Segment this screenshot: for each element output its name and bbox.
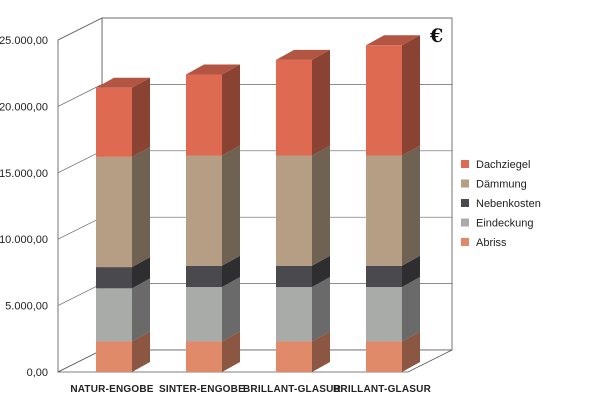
bar-top [186, 64, 240, 75]
bar-segment [186, 155, 222, 266]
legend-item: Eindeckung [461, 218, 534, 230]
y-tick-label: 0,00 [27, 367, 48, 379]
bar-segment-side [402, 145, 420, 266]
bar-segment [366, 341, 402, 372]
bar-segment [276, 265, 312, 288]
y-axis-tick-labels: 0,00 5.000,00 10.000,00 15.000,00 20.000,00 2… [0, 35, 48, 379]
bar-segment-side [222, 255, 240, 288]
bar-top [96, 77, 150, 88]
legend-label: Abriss [476, 237, 507, 249]
legend: Dachziegel Dämmung Nebenkosten Eindeckung Ab… [461, 159, 541, 249]
bar-segment [366, 45, 402, 156]
bar-segment-side [312, 277, 330, 342]
bar-segment-side [132, 257, 150, 289]
legend-swatch [461, 218, 469, 227]
y-tick-label: 25.000,00 [0, 35, 48, 47]
bar-segment-side [222, 331, 240, 372]
bar-segment-side [222, 277, 240, 342]
bar-segment [276, 287, 312, 342]
bar-top [366, 35, 420, 46]
bar-segment [186, 265, 222, 288]
side-wall [57, 17, 103, 373]
legend-swatch [461, 238, 469, 246]
bar-segment-side [402, 277, 420, 342]
gridline [57, 84, 452, 107]
bar-segment-side [132, 331, 150, 372]
bar-segment-side [222, 145, 240, 266]
y-tick-label: 20.000,00 [0, 101, 48, 113]
x-category-label: BRILLANT-GLASUR [333, 384, 432, 395]
bar-segment-side [312, 145, 330, 266]
bar-segment [186, 341, 222, 372]
gridline [57, 17, 452, 41]
legend-label: Dachziegel [476, 159, 530, 171]
legend-label: Eindeckung [476, 218, 534, 230]
bar-segment [96, 267, 132, 289]
bar-segment-side [222, 64, 240, 156]
x-category-label: NATUR-ENGOBE [70, 384, 153, 395]
legend-label: Nebenkosten [476, 198, 541, 210]
bar-segment-side [402, 35, 420, 156]
x-category-label: BRILLANT-GLASUR [243, 384, 342, 395]
bar-segment [96, 87, 132, 157]
bar-segment-side [132, 146, 150, 268]
y-tick-label: 10.000,00 [0, 234, 48, 246]
legend-item: Abriss [461, 237, 507, 249]
bar-segment-side [312, 331, 330, 372]
legend-item: Dachziegel [461, 159, 530, 171]
legend-swatch [461, 179, 469, 188]
bar-segment [96, 156, 132, 268]
x-axis-category-labels: NATUR-ENGOBE SINTER-ENGOBEBRILLANT-GLASUR… [70, 384, 431, 395]
bar-segment-side [402, 255, 420, 288]
bar-segment-side [312, 49, 330, 156]
bar-segment [96, 288, 132, 342]
bar-stack [366, 35, 420, 372]
legend-item: Nebenkosten [461, 198, 541, 210]
chart-bars [96, 35, 420, 372]
bar-segment [366, 265, 402, 288]
legend-item: Dämmung [461, 179, 527, 191]
bar-stack [276, 49, 330, 372]
bar-segment-side [132, 77, 150, 157]
legend-label: Dämmung [476, 179, 527, 191]
legend-swatch [461, 160, 469, 168]
bar-segment [186, 74, 222, 156]
bar-segment [276, 341, 312, 372]
y-tick-label: 15.000,00 [0, 168, 48, 180]
bar-segment [276, 59, 312, 156]
bar-stack [96, 77, 150, 372]
bar-segment [96, 341, 132, 372]
bar-segment [366, 287, 402, 342]
bar-segment [366, 155, 402, 266]
bar-segment [276, 155, 312, 266]
bar-top [276, 49, 330, 60]
bar-segment-side [132, 278, 150, 342]
bar-segment [186, 287, 222, 342]
y-tick-label: 5.000,00 [5, 301, 48, 313]
legend-swatch [461, 199, 469, 207]
bar-stack [186, 64, 240, 372]
x-category-label: SINTER-ENGOBE [159, 384, 245, 395]
currency-unit-label: € [429, 25, 443, 47]
bar-segment-side [402, 331, 420, 372]
bar-segment-side [312, 255, 330, 288]
